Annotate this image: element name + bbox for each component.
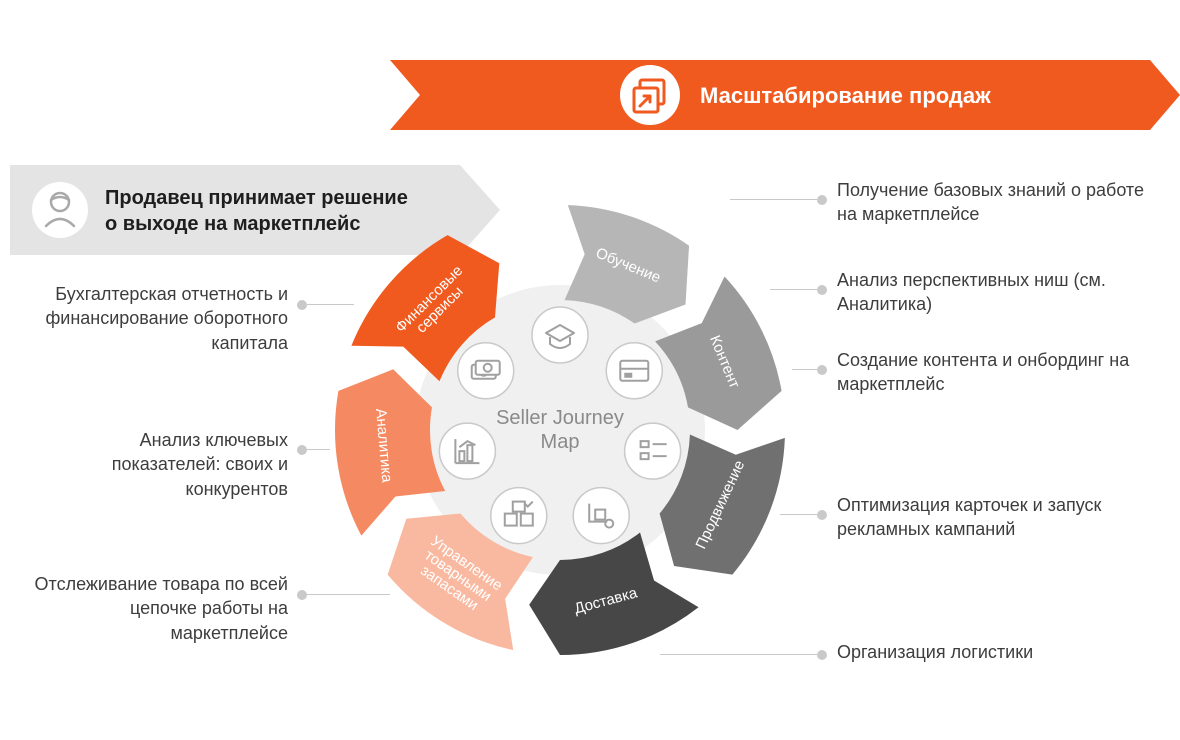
bar-chart-icon	[439, 423, 495, 479]
annotation-bullet	[817, 650, 827, 660]
leader-line	[730, 199, 817, 200]
leader-line	[780, 514, 817, 515]
annotation-content-a: Анализ перспективных ниш (см. Аналитика)	[837, 268, 1157, 317]
leader-line	[770, 289, 817, 290]
layout-card-icon	[606, 343, 662, 399]
graduation-cap-icon	[532, 307, 588, 363]
entry-banner-line2: о выходе на маркетплейс	[105, 213, 360, 235]
annotation-bullet	[297, 445, 307, 455]
annotation-finance: Бухгалтерская отчетность и финансировани…	[30, 282, 288, 355]
boxes-check-icon	[491, 488, 547, 544]
leader-line	[792, 369, 817, 370]
top-banner-label: Масштабирование продаж	[700, 83, 991, 108]
entry-banner-line1: Продавец принимает решение	[105, 187, 408, 209]
leader-line	[307, 304, 354, 305]
top-banner: Масштабирование продаж	[390, 60, 1180, 130]
list-items-icon	[625, 423, 681, 479]
annotation-bullet	[817, 195, 827, 205]
annotation-education: Получение базовых знаний о работе на мар…	[837, 178, 1157, 227]
entry-banner: Продавец принимает решение о выходе на м…	[10, 165, 500, 255]
annotation-content-b: Создание контента и онбординг на маркетп…	[837, 348, 1157, 397]
annotation-inventory: Отслеживание товара по всей цепочке рабо…	[30, 572, 288, 645]
annotation-promotion: Оптимизация карточек и запуск рекламных …	[837, 493, 1157, 542]
leader-line	[660, 654, 817, 655]
leader-line	[307, 594, 390, 595]
center-title-line2: Map	[541, 431, 580, 453]
annotation-bullet	[817, 285, 827, 295]
leader-line	[307, 449, 330, 450]
hand-truck-icon	[573, 488, 629, 544]
annotation-analytics: Анализ ключевых показателей: своих и кон…	[30, 428, 288, 501]
cash-bills-icon	[458, 343, 514, 399]
annotation-bullet	[297, 300, 307, 310]
annotation-bullet	[817, 365, 827, 375]
annotation-delivery: Организация логистики	[837, 640, 1157, 664]
annotation-bullet	[817, 510, 827, 520]
center-title-line1: Seller Journey	[496, 407, 624, 429]
annotation-bullet	[297, 590, 307, 600]
